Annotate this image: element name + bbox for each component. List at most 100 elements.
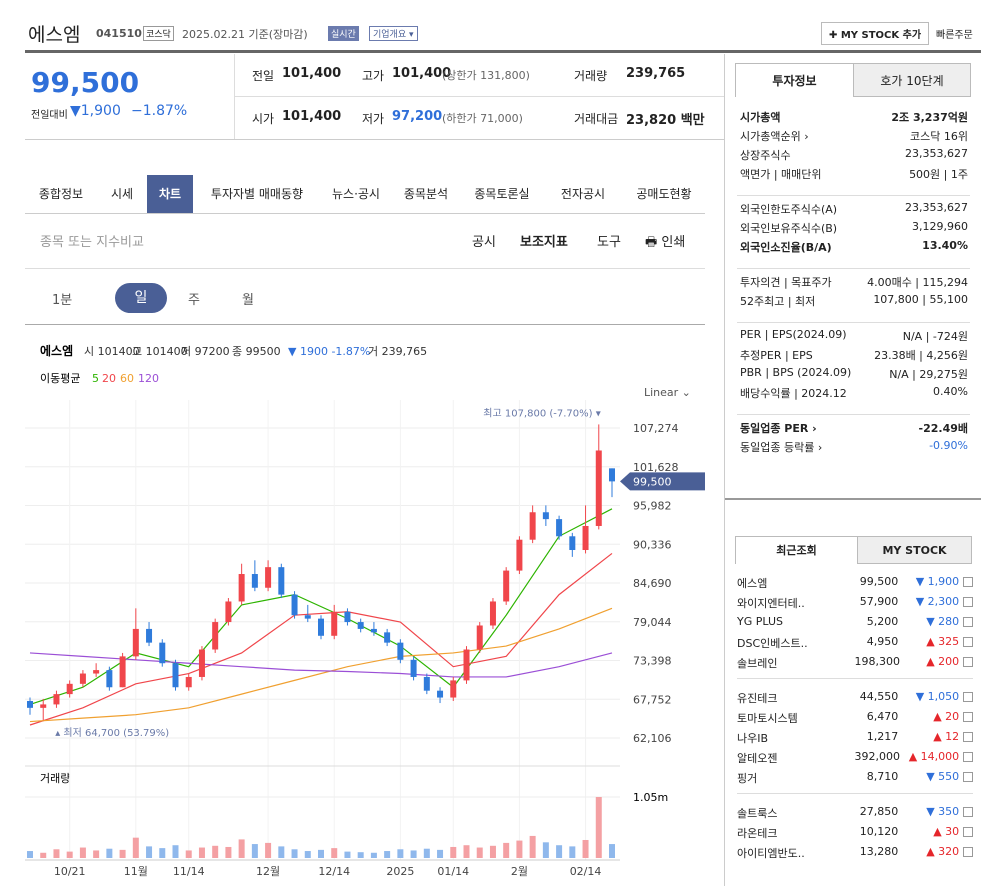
stat-label: 거래량: [574, 69, 608, 83]
candle-body: [238, 574, 245, 602]
y-tick-label: 84,690: [633, 577, 672, 590]
volume-bar: [463, 845, 470, 858]
x-tick-label: 12월: [256, 865, 280, 878]
x-tick-label: 2월: [511, 865, 528, 878]
remove-icon[interactable]: [963, 752, 973, 762]
remove-icon[interactable]: [963, 827, 973, 837]
info-value: 13.40%: [922, 239, 968, 252]
tab[interactable]: 뉴스·공시: [332, 187, 380, 201]
remove-icon[interactable]: [963, 807, 973, 817]
recent-row[interactable]: 나우IB 1,217 ▲ 12: [737, 730, 973, 746]
quick-order[interactable]: 빠른주문: [936, 30, 973, 41]
period[interactable]: 주: [188, 293, 200, 308]
candle-body: [66, 683, 73, 695]
mystock-button[interactable]: ✚ MY STOCK 추가: [821, 22, 930, 45]
period[interactable]: 월: [242, 293, 254, 308]
realtime-badge[interactable]: 실시간: [328, 26, 359, 41]
recent-row[interactable]: 알테오젠 392,000 ▲ 14,000: [737, 750, 973, 766]
period[interactable]: 1분: [52, 293, 73, 308]
remove-icon[interactable]: [963, 692, 973, 702]
volume-bar: [450, 846, 457, 858]
info-tab[interactable]: 호가 10단계: [854, 63, 971, 97]
ma-line: [29, 508, 613, 705]
recent-price: 8,710: [866, 770, 899, 783]
tab[interactable]: 투자자별 매매동향: [210, 187, 304, 201]
recent-row[interactable]: 라온테크 10,120 ▲ 30: [737, 825, 973, 841]
search[interactable]: 종목 또는 지수비교: [40, 235, 144, 250]
remove-icon[interactable]: [963, 847, 973, 857]
info-tab[interactable]: 투자정보: [735, 63, 854, 97]
divider: [25, 213, 705, 214]
tab[interactable]: 차트: [147, 175, 193, 213]
recent-tab[interactable]: 최근조회: [735, 536, 858, 564]
remove-icon[interactable]: [963, 732, 973, 742]
tool[interactable]: 🖶 인쇄: [645, 235, 686, 250]
info-label: 시가총액순위 ›: [740, 130, 809, 143]
recent-name: 에스엠: [737, 577, 768, 590]
recent-row[interactable]: 아이티엠반도.. 13,280 ▲ 320: [737, 845, 973, 861]
tab[interactable]: 공매도현황: [636, 187, 692, 201]
recent-row[interactable]: 핑거 8,710 ▼ 550: [737, 770, 973, 786]
info-label: 외국인한도주식수(A): [740, 203, 838, 216]
recent-row[interactable]: 솔트룩스 27,850 ▼ 350: [737, 805, 973, 821]
recent-price: 392,000: [854, 750, 900, 763]
scale[interactable]: Linear ⌄: [644, 386, 691, 399]
recent-change: ▲ 12: [933, 730, 960, 743]
volume-bar: [609, 844, 615, 858]
volume-bar: [225, 846, 232, 858]
ma-label: 이동평균: [40, 372, 80, 385]
overview-button[interactable]: 기업개요 ▾: [369, 26, 418, 41]
date: 2025.02.21 기준(장마감): [182, 28, 308, 41]
tool[interactable]: 공시: [472, 235, 496, 250]
candle-body: [450, 680, 457, 698]
info-label: 동일업종 등락률 ›: [740, 441, 823, 454]
recent-row[interactable]: 에스엠 99,500 ▼ 1,900: [737, 575, 973, 591]
info-value: 500원 | 1주: [909, 168, 968, 181]
recent-row[interactable]: 솔브레인 198,300 ▲ 200: [737, 655, 973, 671]
recent-row[interactable]: 토마토시스템 6,470 ▲ 20: [737, 710, 973, 726]
remove-icon[interactable]: [963, 597, 973, 607]
candle-body: [437, 690, 444, 698]
candle-body: [132, 628, 139, 657]
info-label: PER | EPS(2024.09): [740, 328, 847, 341]
recent-row[interactable]: 와이지엔터테.. 57,900 ▼ 2,300: [737, 595, 973, 611]
remove-icon[interactable]: [963, 637, 973, 647]
recent-row[interactable]: YG PLUS 5,200 ▼ 280: [737, 615, 973, 628]
candle-body: [185, 676, 192, 688]
candle-body: [344, 611, 351, 623]
volume-bar: [384, 851, 391, 858]
recent-tab[interactable]: MY STOCK: [858, 536, 972, 564]
recent-row[interactable]: DSC인베스트.. 4,950 ▲ 325: [737, 635, 973, 651]
period[interactable]: 일: [115, 283, 167, 313]
legend-entry: 120: [138, 372, 159, 385]
remove-icon[interactable]: [963, 712, 973, 722]
candle-body: [106, 670, 113, 688]
candle-body: [172, 663, 179, 688]
tab[interactable]: 종목분석: [403, 187, 449, 201]
tab[interactable]: 종목토론실: [474, 187, 530, 201]
stat-label: 거래대금: [574, 112, 619, 126]
remove-icon[interactable]: [963, 617, 973, 627]
remove-icon[interactable]: [963, 772, 973, 782]
remove-icon[interactable]: [963, 577, 973, 587]
tab[interactable]: 시세: [110, 187, 134, 201]
volume-tick-label: 1.05m: [633, 791, 668, 804]
x-tick-label: 11/14: [173, 865, 205, 878]
info-value: 0.40%: [933, 385, 968, 398]
recent-row[interactable]: 유진테크 44,550 ▼ 1,050: [737, 690, 973, 706]
recent-name: 유진테크: [737, 692, 778, 705]
divider: [25, 268, 705, 269]
volume-bar: [344, 851, 351, 858]
recent-price: 5,200: [866, 615, 899, 628]
legend-entry: 5: [92, 372, 99, 385]
recent-name: 솔브레인: [737, 657, 778, 670]
volume-bar: [238, 839, 245, 858]
x-tick-label: 2025: [386, 865, 414, 878]
candle-body: [609, 468, 615, 482]
tab[interactable]: 전자공시: [560, 187, 606, 201]
tab[interactable]: 종합정보: [38, 187, 84, 201]
legend-item: 저 97200: [181, 345, 230, 358]
remove-icon[interactable]: [963, 657, 973, 667]
tool[interactable]: 도구: [597, 235, 621, 250]
tool[interactable]: 보조지표: [520, 235, 568, 250]
